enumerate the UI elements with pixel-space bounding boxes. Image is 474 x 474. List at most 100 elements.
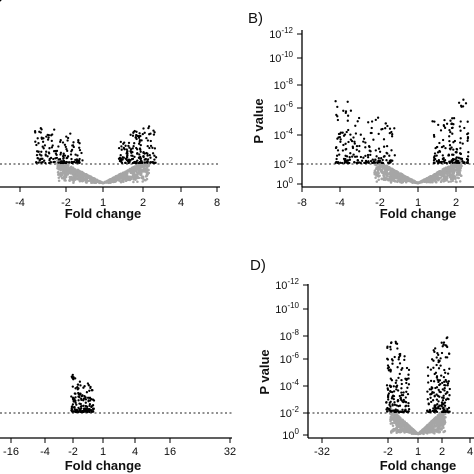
- significant-point: [346, 119, 349, 122]
- significant-point: [355, 155, 359, 158]
- significant-point: [334, 146, 338, 150]
- non-significant-point: [57, 176, 61, 179]
- significant-point: [354, 132, 358, 135]
- significant-point: [393, 154, 396, 157]
- significant-point: [350, 139, 354, 143]
- non-significant-point: [131, 166, 134, 169]
- significant-point: [153, 147, 157, 150]
- significant-point: [358, 150, 361, 153]
- significant-point: [434, 347, 437, 350]
- significant-point: [399, 397, 402, 400]
- significant-point: [145, 160, 149, 164]
- significant-point: [448, 128, 451, 132]
- significant-point: [447, 397, 450, 401]
- significant-point: [396, 399, 400, 402]
- significant-point: [395, 379, 398, 382]
- non-significant-point: [392, 427, 396, 431]
- significant-point: [88, 402, 92, 406]
- significant-point: [442, 410, 445, 414]
- significant-point: [446, 384, 449, 387]
- significant-point: [48, 147, 51, 150]
- significant-point: [40, 154, 43, 157]
- significant-point: [442, 341, 446, 344]
- significant-point: [376, 116, 380, 119]
- significant-point: [137, 142, 141, 145]
- significant-point: [84, 401, 87, 404]
- significant-point: [154, 156, 158, 159]
- significant-point: [466, 139, 469, 142]
- significant-point: [432, 391, 435, 394]
- non-significant-points: [56, 159, 151, 185]
- significant-point: [391, 396, 394, 399]
- significant-point: [435, 363, 438, 367]
- significant-point: [364, 141, 367, 144]
- significant-point: [339, 138, 342, 141]
- non-significant-point: [132, 172, 135, 175]
- significant-point: [427, 381, 430, 384]
- significant-point: [373, 161, 377, 164]
- significant-point: [369, 150, 372, 153]
- x-tick-label: -2: [375, 197, 385, 209]
- non-significant-point: [431, 175, 435, 178]
- significant-point: [394, 381, 397, 385]
- significant-point: [462, 161, 465, 165]
- significant-point: [389, 370, 392, 373]
- non-significant-point: [66, 173, 70, 176]
- y-tick-label: 100: [276, 176, 293, 191]
- x-tick-label: -4: [15, 197, 25, 209]
- significant-point: [443, 383, 446, 387]
- significant-point: [386, 345, 389, 348]
- significant-point: [81, 159, 84, 162]
- significant-point: [125, 156, 129, 159]
- significant-point: [366, 156, 370, 159]
- significant-point: [87, 384, 90, 387]
- significant-point: [43, 144, 47, 147]
- significant-point: [131, 147, 134, 150]
- significant-point: [117, 157, 121, 160]
- significant-point: [40, 157, 43, 160]
- significant-point: [46, 155, 49, 158]
- significant-point: [374, 118, 377, 122]
- significant-point: [88, 389, 91, 392]
- significant-point: [40, 128, 43, 131]
- significant-point: [345, 159, 348, 162]
- significant-point: [149, 156, 152, 159]
- non-significant-point: [436, 421, 440, 424]
- significant-point: [407, 404, 410, 408]
- non-significant-point: [107, 179, 110, 182]
- non-significant-point: [436, 177, 440, 180]
- significant-point: [360, 159, 364, 162]
- significant-point: [365, 161, 369, 164]
- non-significant-point: [141, 180, 144, 183]
- significant-point: [367, 121, 370, 124]
- significant-point: [378, 150, 382, 153]
- significant-point: [404, 396, 407, 399]
- significant-point: [426, 374, 430, 377]
- significant-point: [443, 408, 446, 411]
- significant-point: [389, 377, 392, 380]
- significant-point: [407, 373, 410, 376]
- significant-point: [35, 153, 39, 157]
- non-significant-point: [390, 431, 393, 434]
- significant-point: [368, 145, 371, 149]
- significant-point: [400, 368, 403, 371]
- significant-point: [450, 160, 453, 163]
- y-tick-label: 10-4: [274, 127, 294, 142]
- significant-point: [456, 159, 460, 163]
- significant-point: [353, 140, 356, 143]
- significant-point: [372, 138, 375, 141]
- significant-point: [146, 158, 150, 161]
- y-tick-label: 10-12: [275, 277, 299, 292]
- significant-point: [335, 154, 339, 157]
- significant-point: [399, 410, 402, 413]
- significant-point: [388, 127, 392, 130]
- x-tick-label: 32: [224, 446, 236, 458]
- non-significant-point: [140, 164, 144, 168]
- significant-point: [70, 157, 73, 161]
- non-significant-point: [65, 171, 69, 174]
- significant-point: [443, 380, 446, 383]
- non-significant-point: [111, 178, 115, 181]
- significant-point: [446, 409, 449, 413]
